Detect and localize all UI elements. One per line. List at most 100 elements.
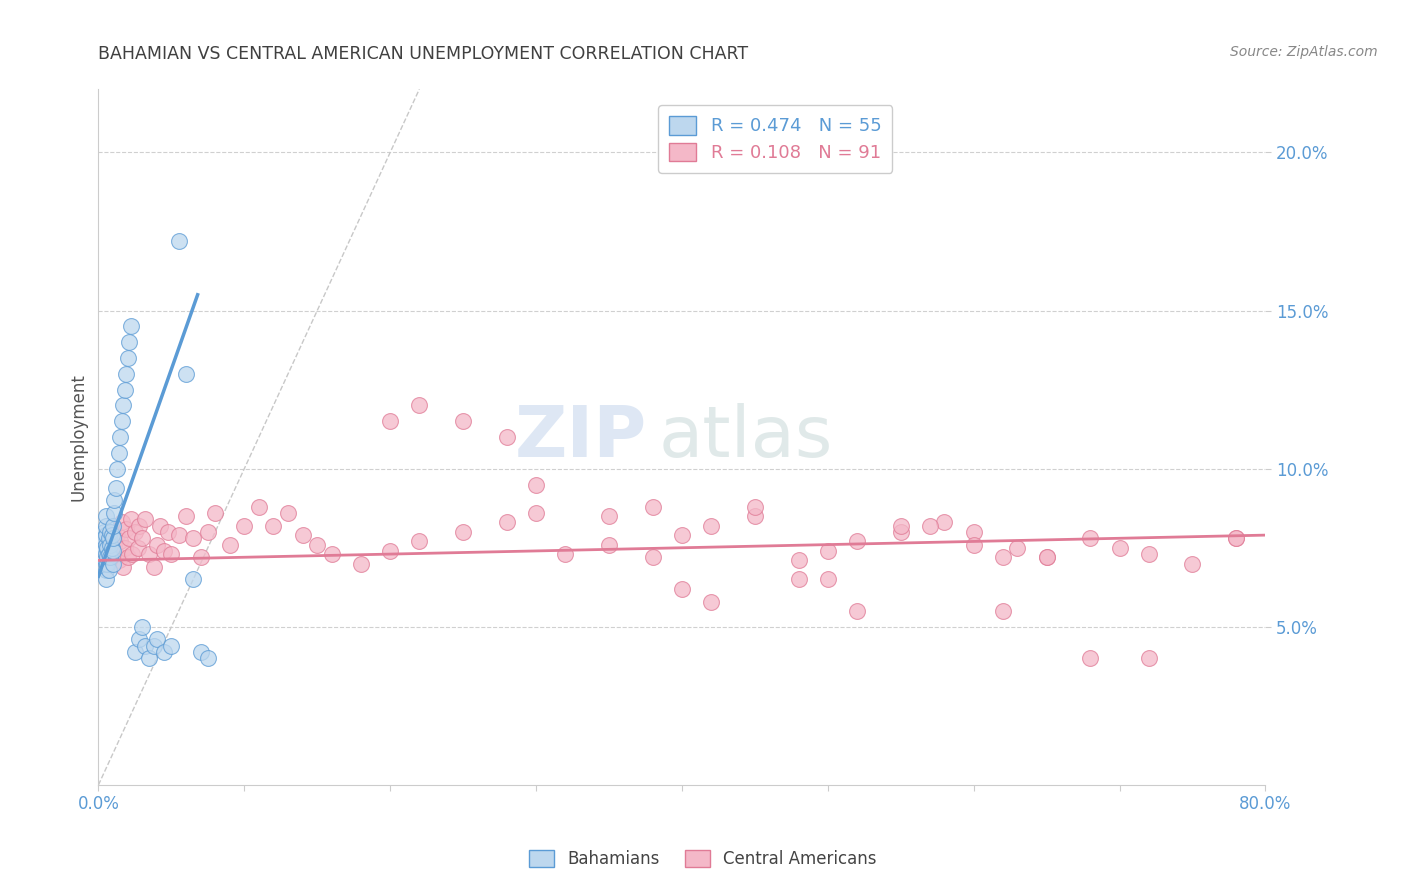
Point (97, 547, 120, 561)
Point (174, 367, 197, 381)
Point (128, 632, 150, 647)
Point (160, 639, 183, 653)
Point (817, 544, 839, 558)
Point (94, 557, 117, 571)
Point (962, 538, 984, 552)
Point (181, 531, 204, 545)
Point (101, 524, 124, 539)
Point (94, 547, 117, 561)
Point (846, 534, 869, 549)
Point (380, 414, 402, 428)
Point (598, 538, 620, 552)
Point (197, 651, 219, 665)
Point (167, 528, 190, 542)
Point (451, 414, 474, 428)
Point (134, 639, 156, 653)
Point (120, 319, 142, 334)
Point (787, 553, 810, 567)
Point (1137, 651, 1160, 665)
Point (110, 534, 132, 549)
Point (380, 544, 402, 558)
Point (104, 547, 127, 561)
Point (97, 563, 120, 577)
Point (101, 518, 124, 533)
Point (108, 553, 131, 567)
Text: BAHAMIAN VS CENTRAL AMERICAN UNEMPLOYMENT CORRELATION CHART: BAHAMIAN VS CENTRAL AMERICAN UNEMPLOYMEN… (98, 45, 748, 62)
Point (554, 547, 576, 561)
Point (744, 509, 766, 524)
Point (160, 547, 183, 561)
Point (157, 524, 180, 539)
Point (190, 550, 212, 565)
Point (103, 493, 125, 508)
Point (350, 557, 373, 571)
Point (91, 538, 114, 552)
Point (496, 430, 519, 444)
Point (918, 518, 941, 533)
Point (93, 524, 115, 539)
Point (96, 541, 118, 555)
Point (101, 544, 124, 558)
Point (167, 234, 190, 248)
Point (98, 550, 121, 565)
Point (94, 509, 117, 524)
Point (190, 645, 212, 659)
Point (408, 534, 430, 549)
Point (321, 547, 343, 561)
Point (598, 509, 620, 524)
Point (1108, 541, 1130, 555)
Point (142, 639, 165, 653)
Point (451, 524, 474, 539)
Point (105, 461, 128, 475)
Point (93, 544, 115, 558)
Point (124, 645, 146, 659)
Point (991, 604, 1014, 618)
Point (1035, 550, 1057, 565)
Point (934, 516, 956, 530)
Point (108, 446, 131, 460)
Point (408, 399, 430, 413)
Point (218, 538, 240, 552)
Point (101, 557, 124, 571)
Point (233, 518, 256, 533)
Point (641, 500, 664, 514)
Point (97, 531, 120, 545)
Point (121, 547, 143, 561)
Point (105, 528, 128, 542)
Point (110, 430, 132, 444)
Point (117, 351, 139, 365)
Point (1225, 531, 1247, 545)
Point (700, 518, 723, 533)
Point (100, 544, 122, 558)
Point (138, 547, 160, 561)
Point (115, 522, 138, 536)
Point (118, 531, 141, 545)
Point (94, 550, 117, 565)
Point (114, 383, 136, 397)
Point (146, 538, 169, 552)
Point (124, 524, 146, 539)
Point (181, 573, 204, 587)
Point (174, 509, 197, 524)
Point (247, 500, 270, 514)
Point (307, 538, 329, 552)
Text: ZIP: ZIP (515, 402, 647, 472)
Point (98, 538, 121, 552)
Y-axis label: Unemployment: Unemployment (69, 373, 87, 501)
Point (96, 557, 118, 571)
Point (118, 335, 141, 350)
Point (146, 632, 169, 647)
Point (91, 550, 114, 565)
Point (700, 594, 723, 608)
Point (94, 563, 117, 577)
Point (131, 531, 153, 545)
Point (671, 528, 693, 542)
Point (991, 550, 1014, 565)
Point (1080, 651, 1102, 665)
Point (142, 559, 165, 574)
Point (1035, 550, 1057, 565)
Point (104, 481, 127, 495)
Point (197, 524, 219, 539)
Point (524, 506, 547, 520)
Point (103, 538, 125, 552)
